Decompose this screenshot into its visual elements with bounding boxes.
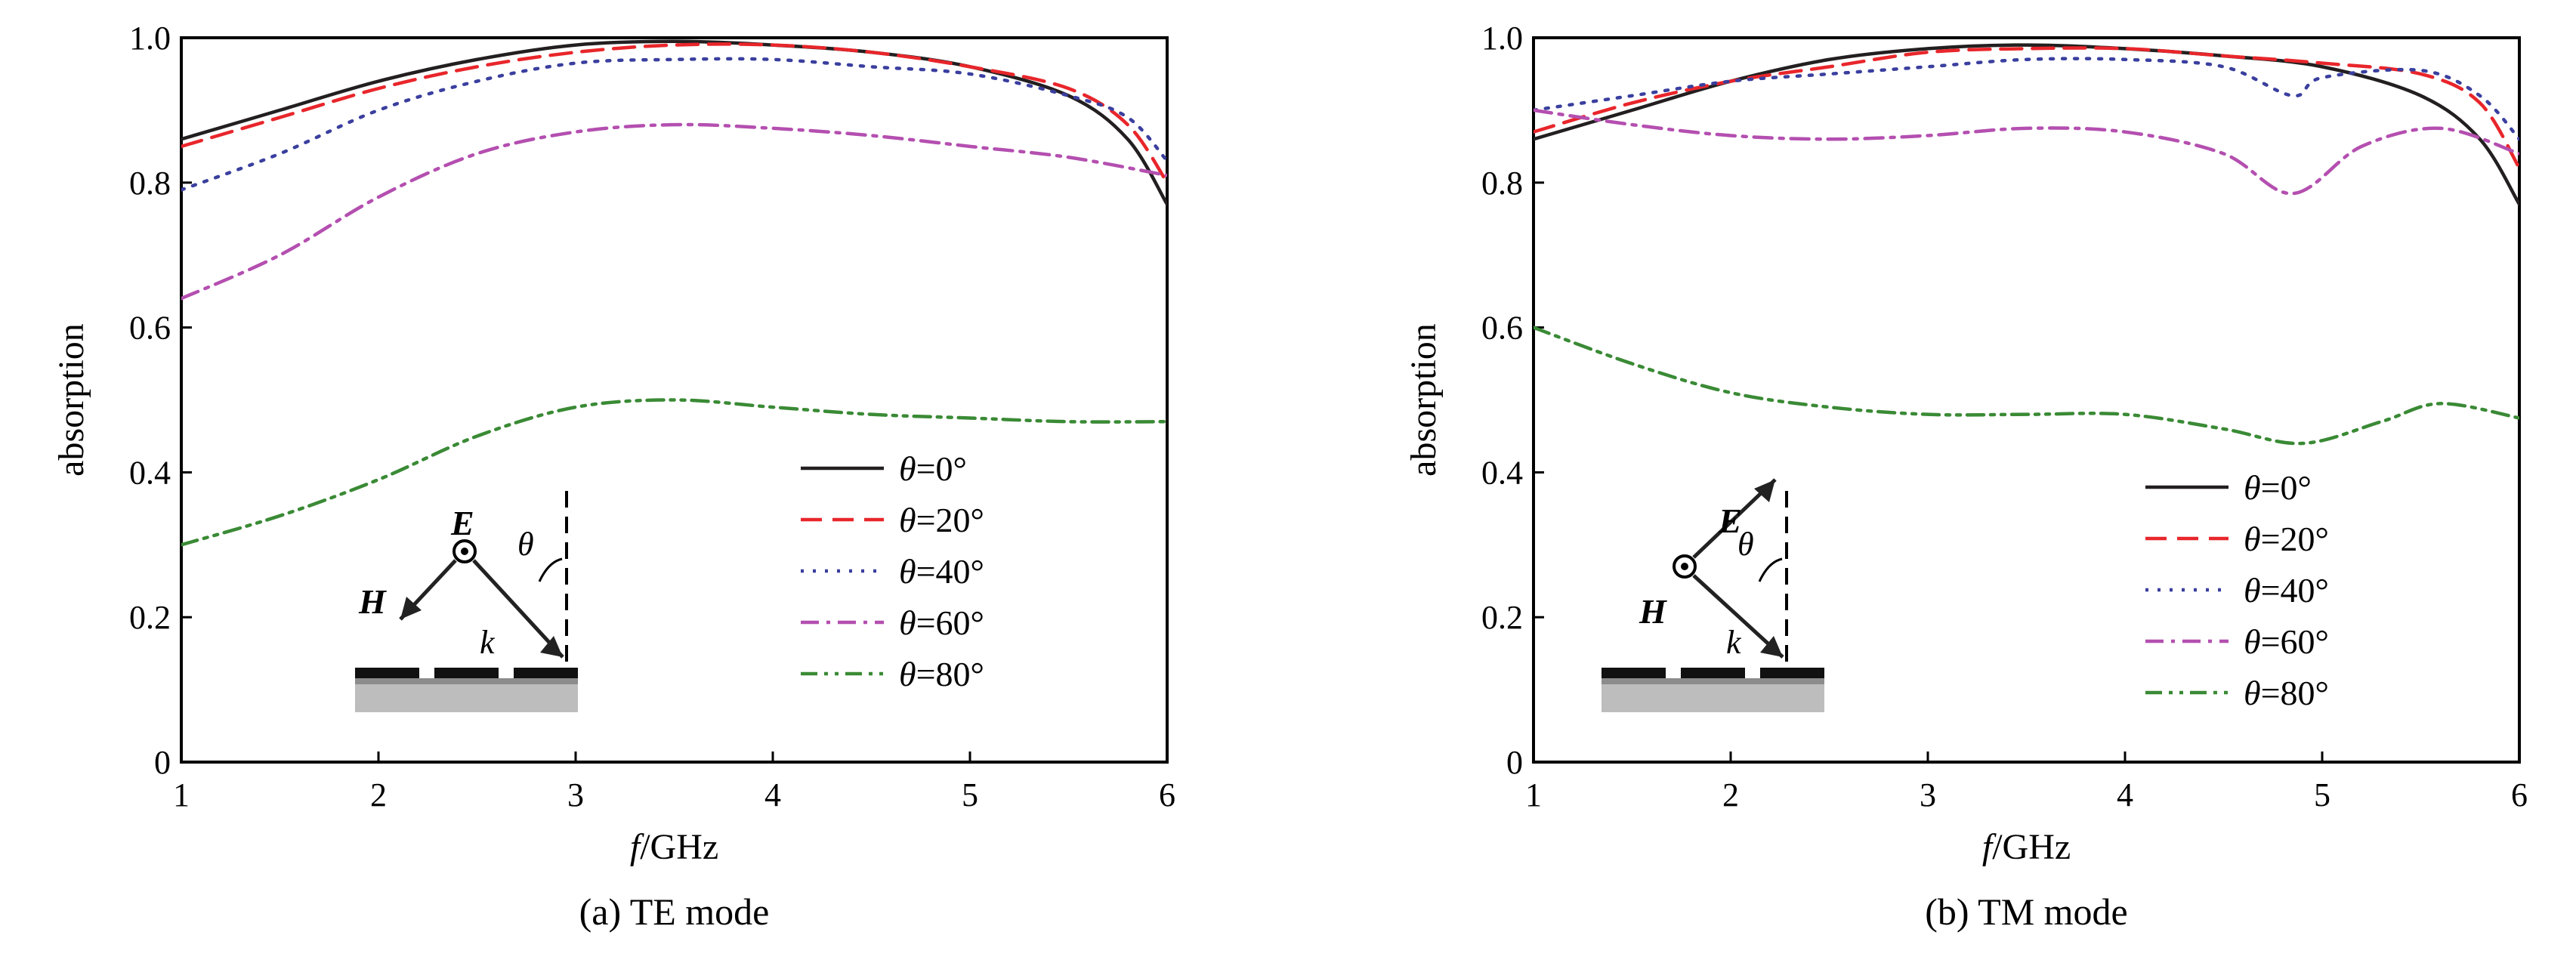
y-tick-label: 0.8 xyxy=(129,165,171,202)
x-axis-title: f/GHz xyxy=(630,827,718,867)
x-tick-label: 1 xyxy=(173,776,190,813)
inset-label-theta: θ xyxy=(517,526,534,563)
e-arrow-head xyxy=(1754,480,1775,502)
y-tick-label: 0 xyxy=(1506,744,1523,781)
legend-label-theta-60: θ=60° xyxy=(899,603,984,642)
legend-label-theta-40: θ=40° xyxy=(2244,571,2329,610)
field-origin-dot xyxy=(461,548,468,555)
x-tick-label: 5 xyxy=(2314,776,2330,813)
y-tick-label: 0.6 xyxy=(1481,310,1523,347)
series-line-theta-0 xyxy=(181,39,1167,206)
legend-label-theta-80: θ=80° xyxy=(899,655,984,693)
substrate-top-layer xyxy=(355,678,578,684)
legend: θ=0° θ=20° θ=40° θ=60° θ=80° xyxy=(2145,468,2329,712)
x-tick-label: 2 xyxy=(370,776,387,813)
inset-label-e: E xyxy=(450,504,474,542)
incidence-inset: E Hθ k xyxy=(1602,478,1824,712)
chart-caption: (a) TE mode xyxy=(579,890,770,933)
series-line-theta-40 xyxy=(181,57,1167,192)
k-arrow-shaft xyxy=(472,559,564,659)
x-axis-title: f/GHz xyxy=(1982,827,2071,867)
x-tick-label: 1 xyxy=(1525,776,1542,813)
inset-label-h: H xyxy=(358,582,387,621)
series-line-theta-20 xyxy=(181,42,1167,185)
plot-frame xyxy=(180,36,1169,764)
y-axis-title: absorption xyxy=(51,323,91,477)
inset-label-k: k xyxy=(1726,624,1742,661)
incidence-inset: E Hθ k xyxy=(355,491,578,712)
legend-label-theta-20: θ=20° xyxy=(899,501,984,539)
y-tick-label: 1.0 xyxy=(1481,20,1523,57)
y-tick-label: 0 xyxy=(154,744,171,781)
x-tick-label: 3 xyxy=(567,776,584,813)
y-tick-label: 0.2 xyxy=(1481,599,1523,636)
series-line-theta-60 xyxy=(1534,108,2519,196)
y-tick-label: 0.8 xyxy=(1481,165,1523,202)
legend-label-theta-80: θ=80° xyxy=(2244,674,2329,712)
y-tick-label: 0.4 xyxy=(129,454,171,491)
x-tick-label: 5 xyxy=(962,776,978,813)
plot-frame xyxy=(1532,36,2521,764)
metal-patch xyxy=(514,668,578,678)
series-line-theta-40 xyxy=(1534,57,2519,141)
chart-caption: (b) TM mode xyxy=(1925,890,2127,933)
series-line-theta-20 xyxy=(1534,46,2519,170)
series-line-theta-60 xyxy=(181,122,1167,301)
legend-label-theta-60: θ=60° xyxy=(2244,622,2329,661)
h-arrow-head xyxy=(400,597,422,619)
chart-panel-1: 1 2 3 4 5 6 0 0.2 0.4 0.6 0.8 1.0 f/GHz absorption (a)… xyxy=(51,20,1175,933)
inset-label-k: k xyxy=(480,624,496,661)
metal-patch xyxy=(1760,668,1824,678)
metal-patch xyxy=(1602,668,1666,678)
metal-patch xyxy=(355,668,419,678)
metal-patch xyxy=(434,668,499,678)
x-tick-label: 4 xyxy=(2117,776,2133,813)
y-tick-label: 0.4 xyxy=(1481,454,1523,491)
field-origin-circle xyxy=(452,539,477,563)
theta-arc xyxy=(538,557,563,582)
substrate-top-layer xyxy=(1602,678,1824,684)
x-tick-label: 4 xyxy=(764,776,781,813)
inset-label-h: H xyxy=(1639,592,1667,631)
y-tick-label: 0.6 xyxy=(129,310,171,347)
y-tick-label: 0.2 xyxy=(129,599,171,636)
series-line-theta-80 xyxy=(181,398,1167,547)
x-tick-label: 6 xyxy=(2511,776,2528,813)
k-arrow-head xyxy=(1760,636,1783,657)
theta-arc xyxy=(1758,557,1783,582)
x-tick-label: 6 xyxy=(1159,776,1175,813)
x-tick-label: 3 xyxy=(1920,776,1936,813)
x-tick-label: 2 xyxy=(1722,776,1739,813)
inset-label-e: E xyxy=(1718,502,1742,540)
field-origin-dot xyxy=(1681,563,1688,570)
legend-label-theta-0: θ=0° xyxy=(2244,468,2312,507)
y-tick-label: 1.0 xyxy=(129,20,171,57)
legend: θ=0° θ=20° θ=40° θ=60° θ=80° xyxy=(801,449,984,693)
inset-label-theta: θ xyxy=(1737,526,1754,563)
legend-label-theta-20: θ=20° xyxy=(2244,520,2329,558)
chart-panel-2: 1 2 3 4 5 6 0 0.2 0.4 0.6 0.8 1.0 f/GHz absorption (b)… xyxy=(1404,20,2528,933)
series-line-theta-80 xyxy=(1534,326,2519,446)
series-line-theta-0 xyxy=(1534,43,2519,206)
y-axis-title: absorption xyxy=(1404,323,1444,477)
substrate-layer xyxy=(355,684,578,712)
legend-label-theta-0: θ=0° xyxy=(899,449,967,488)
legend-label-theta-40: θ=40° xyxy=(899,552,984,591)
metal-patch xyxy=(1681,668,1745,678)
substrate-layer xyxy=(1602,684,1824,712)
k-arrow-head xyxy=(540,636,563,657)
field-origin-circle xyxy=(1673,554,1697,579)
